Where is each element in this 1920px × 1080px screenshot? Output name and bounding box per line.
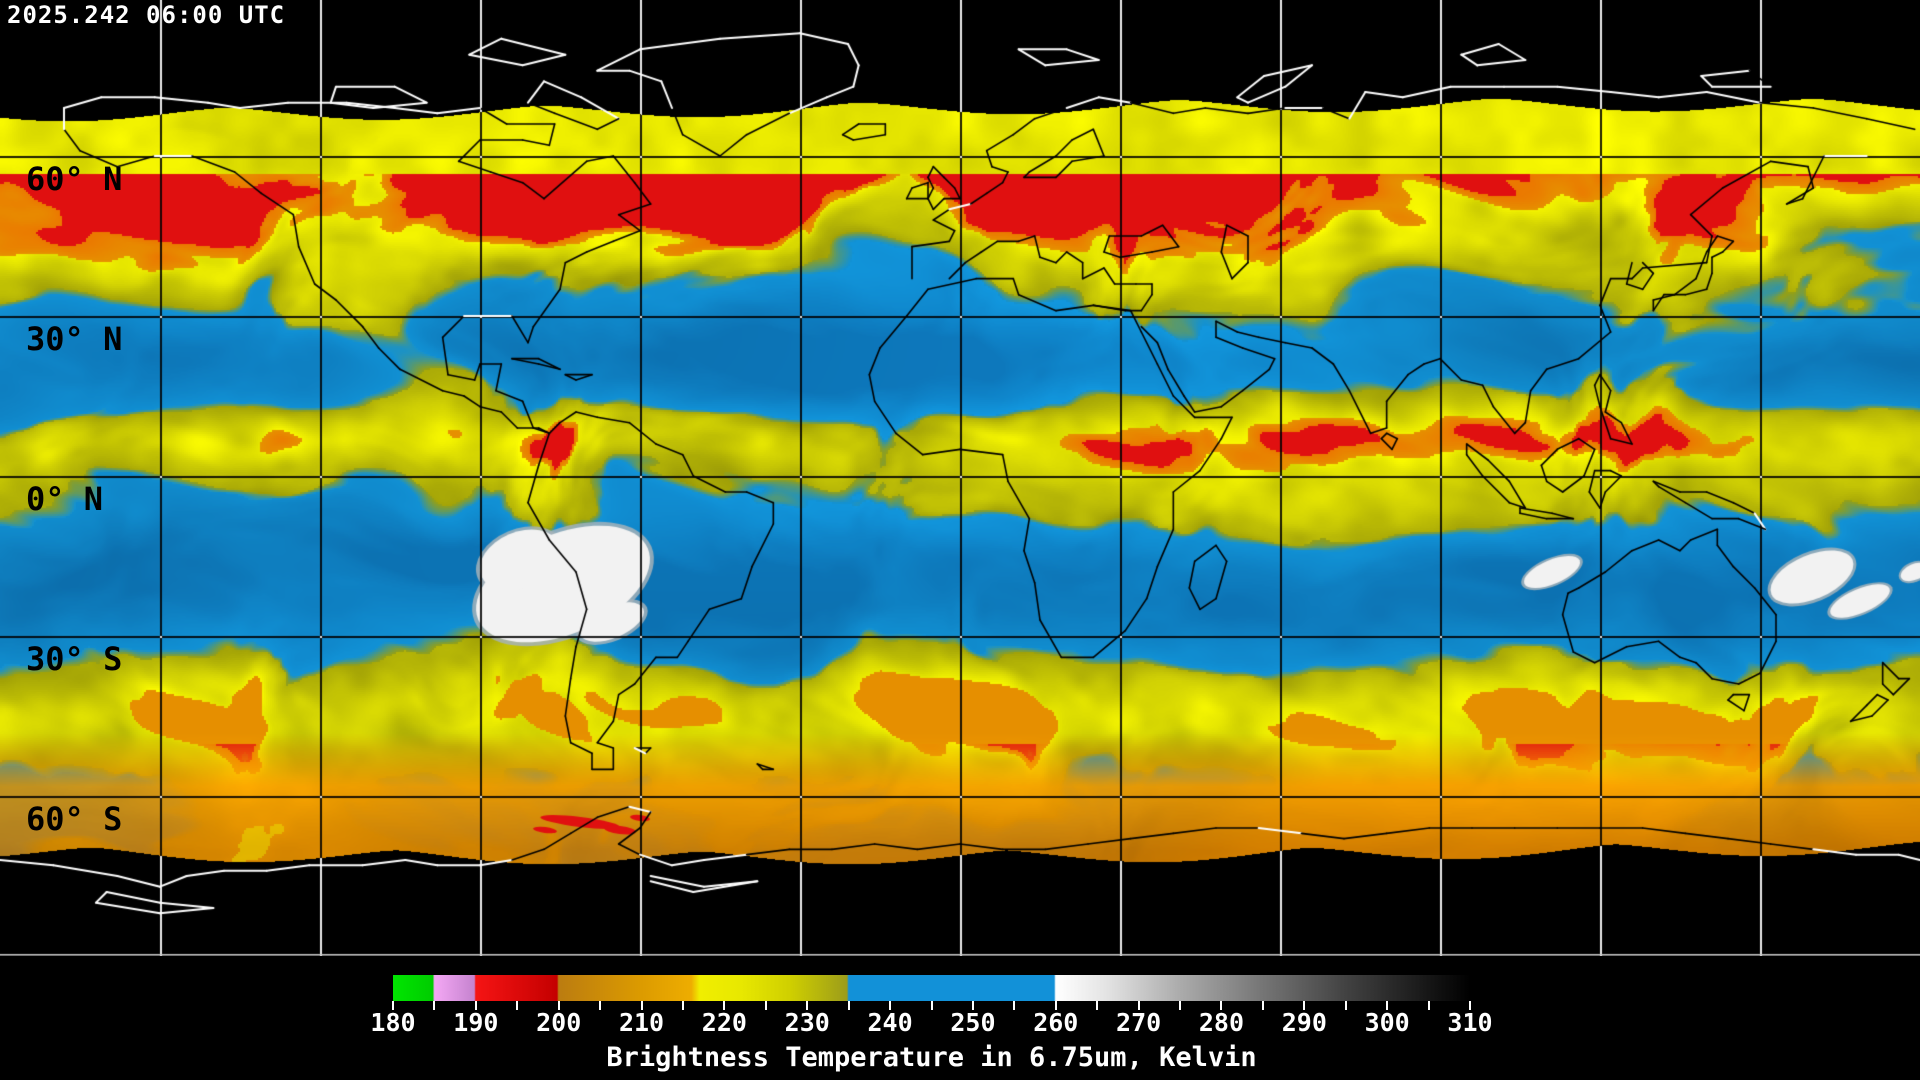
colorbar-tick-mark <box>392 1001 394 1010</box>
colorbar-tick-mark <box>1096 1001 1099 1010</box>
latitude-label: 0° N <box>26 480 104 518</box>
colorbar-tick-mark <box>764 1001 767 1010</box>
colorbar-tick-label: 290 <box>1281 1008 1327 1037</box>
colorbar-tick-mark <box>516 1001 519 1010</box>
colorbar-tick-mark <box>723 1001 726 1010</box>
colorbar-tick-label: 250 <box>950 1008 996 1037</box>
colorbar-tick-mark <box>681 1001 684 1010</box>
colorbar-tick-mark <box>1137 1001 1140 1010</box>
colorbar-tick-label: 230 <box>784 1008 830 1037</box>
colorbar-tick-label: 300 <box>1364 1008 1410 1037</box>
world-satellite-map <box>0 0 1920 956</box>
colorbar-tick-mark <box>1220 1001 1223 1010</box>
colorbar-tick-mark <box>1303 1001 1306 1010</box>
colorbar-tick-mark <box>847 1001 850 1010</box>
colorbar-tick-mark <box>474 1001 477 1010</box>
colorbar-caption: Brightness Temperature in 6.75um, Kelvin <box>606 1042 1257 1073</box>
colorbar-tick-mark <box>1386 1001 1389 1010</box>
colorbar-tick-label: 310 <box>1447 1008 1493 1037</box>
colorbar-tick-mark <box>433 1001 436 1010</box>
colorbar-tick-mark <box>930 1001 933 1010</box>
colorbar-tick-label: 190 <box>453 1008 499 1037</box>
colorbar-tick-label: 180 <box>370 1008 416 1037</box>
colorbar-tick-mark <box>971 1001 974 1010</box>
colorbar-tick-label: 220 <box>701 1008 747 1037</box>
colorbar-tick-label: 200 <box>536 1008 582 1037</box>
colorbar-tick-mark <box>1469 1001 1471 1010</box>
latitude-label: 30° N <box>26 320 123 358</box>
colorbar-tick-mark <box>1179 1001 1182 1010</box>
colorbar-tick-mark <box>806 1001 809 1010</box>
colorbar-tick-mark <box>599 1001 602 1010</box>
latitude-label: 30° S <box>26 640 123 678</box>
colorbar-tick-mark <box>640 1001 643 1010</box>
colorbar-tick-mark <box>1427 1001 1430 1010</box>
timestamp-label: 2025.242 06:00 UTC <box>7 1 286 29</box>
colorbar-tick-mark <box>1054 1001 1057 1010</box>
colorbar-tick-label: 210 <box>618 1008 665 1037</box>
latitude-label: 60° N <box>26 160 123 198</box>
latitude-label: 60° S <box>26 800 123 838</box>
colorbar-gradient-bar <box>393 975 1470 1001</box>
colorbar-tick-label: 240 <box>867 1008 913 1037</box>
colorbar-tick-mark <box>1261 1001 1264 1010</box>
colorbar-tick-mark <box>1013 1001 1016 1010</box>
colorbar-tick-mark <box>557 1001 560 1010</box>
colorbar-tick-label: 260 <box>1033 1008 1079 1037</box>
colorbar-tick-label: 270 <box>1116 1008 1162 1037</box>
colorbar-tick-label: 280 <box>1198 1008 1245 1037</box>
colorbar-tick-mark <box>1344 1001 1347 1010</box>
colorbar-tick-mark <box>889 1001 892 1010</box>
